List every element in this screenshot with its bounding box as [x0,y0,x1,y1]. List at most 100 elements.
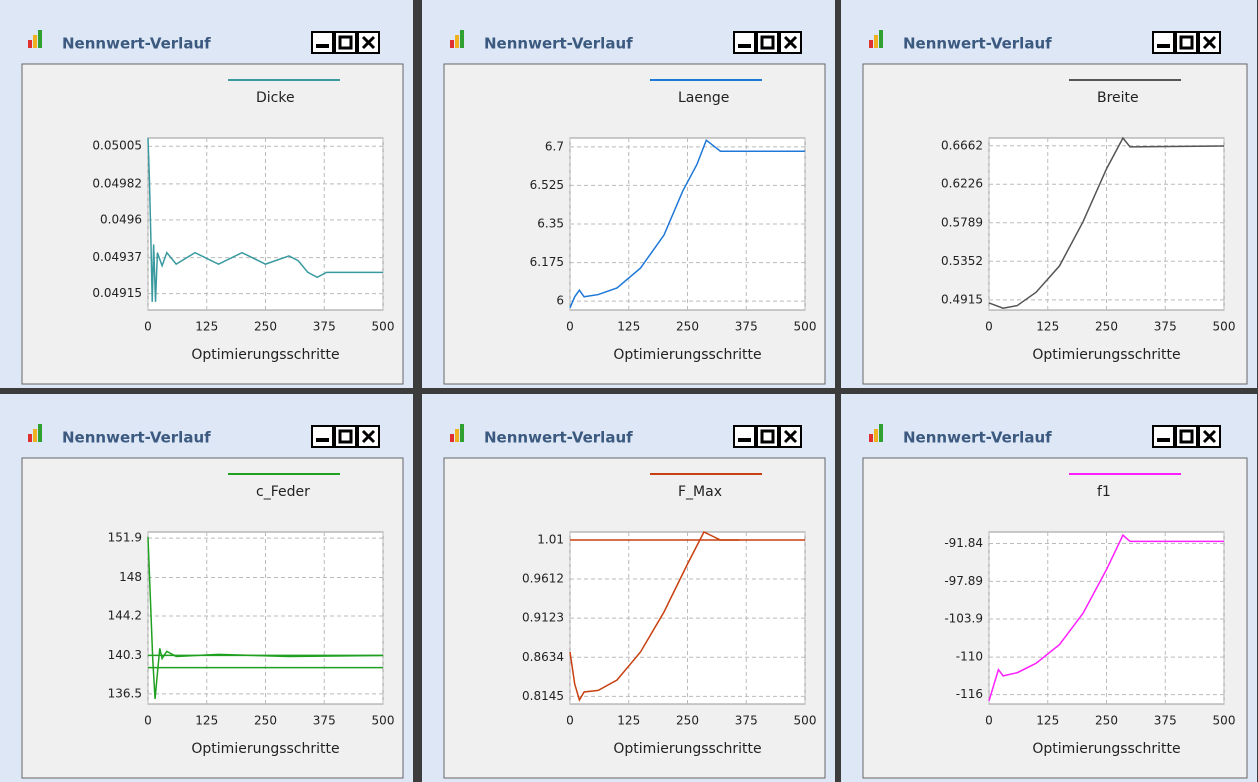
button-glyph [1157,438,1170,442]
button-glyph [783,35,798,50]
x-tick-label: 0 [566,320,574,334]
legend-label: c_Feder [256,484,310,500]
y-tick-label: 0.4915 [941,292,983,306]
button-glyph [316,44,329,48]
window-title: Nennwert-Verlauf [903,429,1052,447]
x-axis-label: Optimierungsschritte [1032,741,1180,757]
button-box [733,425,756,448]
close-button[interactable] [1198,31,1221,54]
minimize-button[interactable] [733,31,756,54]
button-glyph [738,44,751,48]
close-button[interactable] [779,31,802,54]
window-title: Nennwert-Verlauf [903,35,1052,53]
x-tick-label: 0 [144,320,152,334]
x-tick-label: 125 [195,320,218,334]
maximize-button[interactable] [1175,31,1198,54]
y-tick-label: 148 [119,570,142,584]
y-tick-label: -116 [956,687,983,701]
icon [450,40,454,48]
y-tick-label: 144.2 [108,608,142,622]
y-tick-label: 0.9123 [522,611,564,625]
icon [33,35,37,48]
window-title: Nennwert-Verlauf [62,35,211,53]
x-tick-label: 375 [735,714,758,728]
button-glyph [760,429,775,444]
button-box [1175,425,1198,448]
y-tick-label: -91.84 [944,536,983,550]
button-glyph [361,35,376,50]
y-tick-label: 151.9 [108,531,142,545]
y-tick-label: 0.8634 [522,650,564,664]
legend-label: Breite [1097,90,1139,106]
x-tick-label: 125 [1036,320,1059,334]
x-tick-label: 250 [676,714,699,728]
maximize-button[interactable] [1175,425,1198,448]
button-box [334,425,357,448]
close-button[interactable] [357,31,380,54]
maximize-button[interactable] [756,31,779,54]
button-glyph [1202,35,1217,50]
close-button[interactable] [779,425,802,448]
window: Nennwert-Verlauf f1 0 125 250 375 500 -116 -110 -… [841,394,1257,782]
minimize-button[interactable] [311,31,334,54]
maximize-button[interactable] [334,425,357,448]
icon [38,30,42,48]
x-tick-label: 125 [195,714,218,728]
data-line [147,137,383,302]
x-tick-label: 375 [313,714,336,728]
legend-label: F_Max [678,484,722,500]
window: Nennwert-Verlauf c_Feder 0 125 250 375 500 136.… [0,394,413,782]
legend-label: Dicke [256,90,295,106]
data-line [988,533,1224,702]
x-tick-label: 250 [1095,320,1118,334]
button-glyph [783,429,798,444]
button-box [1152,425,1175,448]
minimize-button[interactable] [733,425,756,448]
maximize-button[interactable] [334,31,357,54]
minimize-button[interactable] [1152,31,1175,54]
window-title: Nennwert-Verlauf [62,429,211,447]
icon [28,434,32,442]
icon [874,429,878,442]
button-box [1152,31,1175,54]
button-glyph [1179,429,1194,444]
close-button[interactable] [1198,425,1221,448]
y-tick-label: 6.175 [530,255,564,269]
button-glyph [738,438,751,442]
button-glyph [316,438,329,442]
y-tick-label: 0.04937 [92,250,142,264]
button-box [756,425,779,448]
x-axis-label: Optimierungsschritte [191,347,339,363]
legend-label: Laenge [678,90,729,106]
x-tick-label: 500 [372,714,395,728]
x-tick-label: 0 [985,320,993,334]
x-tick-label: 250 [1095,714,1118,728]
x-tick-label: 0 [566,714,574,728]
icon [879,424,883,442]
data-line [988,136,1225,310]
window: Nennwert-Verlauf Dicke 0 125 250 375 500 0.0491… [0,0,413,388]
minimize-button[interactable] [1152,425,1175,448]
minimize-button[interactable] [311,425,334,448]
y-tick-label: 0.6662 [941,138,983,152]
y-tick-label: -110 [956,650,983,664]
y-tick-label: 0.5789 [941,215,983,229]
x-tick-label: 250 [254,320,277,334]
y-tick-label: 0.9612 [522,572,564,586]
button-glyph [338,429,353,444]
y-tick-label: 6 [556,294,564,308]
maximize-button[interactable] [756,425,779,448]
window: Nennwert-Verlauf F_Max 0 125 250 375 500 0.8145… [422,394,835,782]
x-axis-label: Optimierungsschritte [1032,347,1180,363]
x-axis-label: Optimierungsschritte [191,741,339,757]
y-tick-label: 0.05005 [92,139,142,153]
x-tick-label: 375 [313,320,336,334]
x-tick-label: 250 [676,320,699,334]
y-tick-label: -103.9 [944,611,983,625]
button-box [733,31,756,54]
x-tick-label: 0 [144,714,152,728]
window-title: Nennwert-Verlauf [484,429,633,447]
x-tick-label: 125 [1036,714,1059,728]
close-button[interactable] [357,425,380,448]
y-tick-label: 6.525 [530,178,564,192]
